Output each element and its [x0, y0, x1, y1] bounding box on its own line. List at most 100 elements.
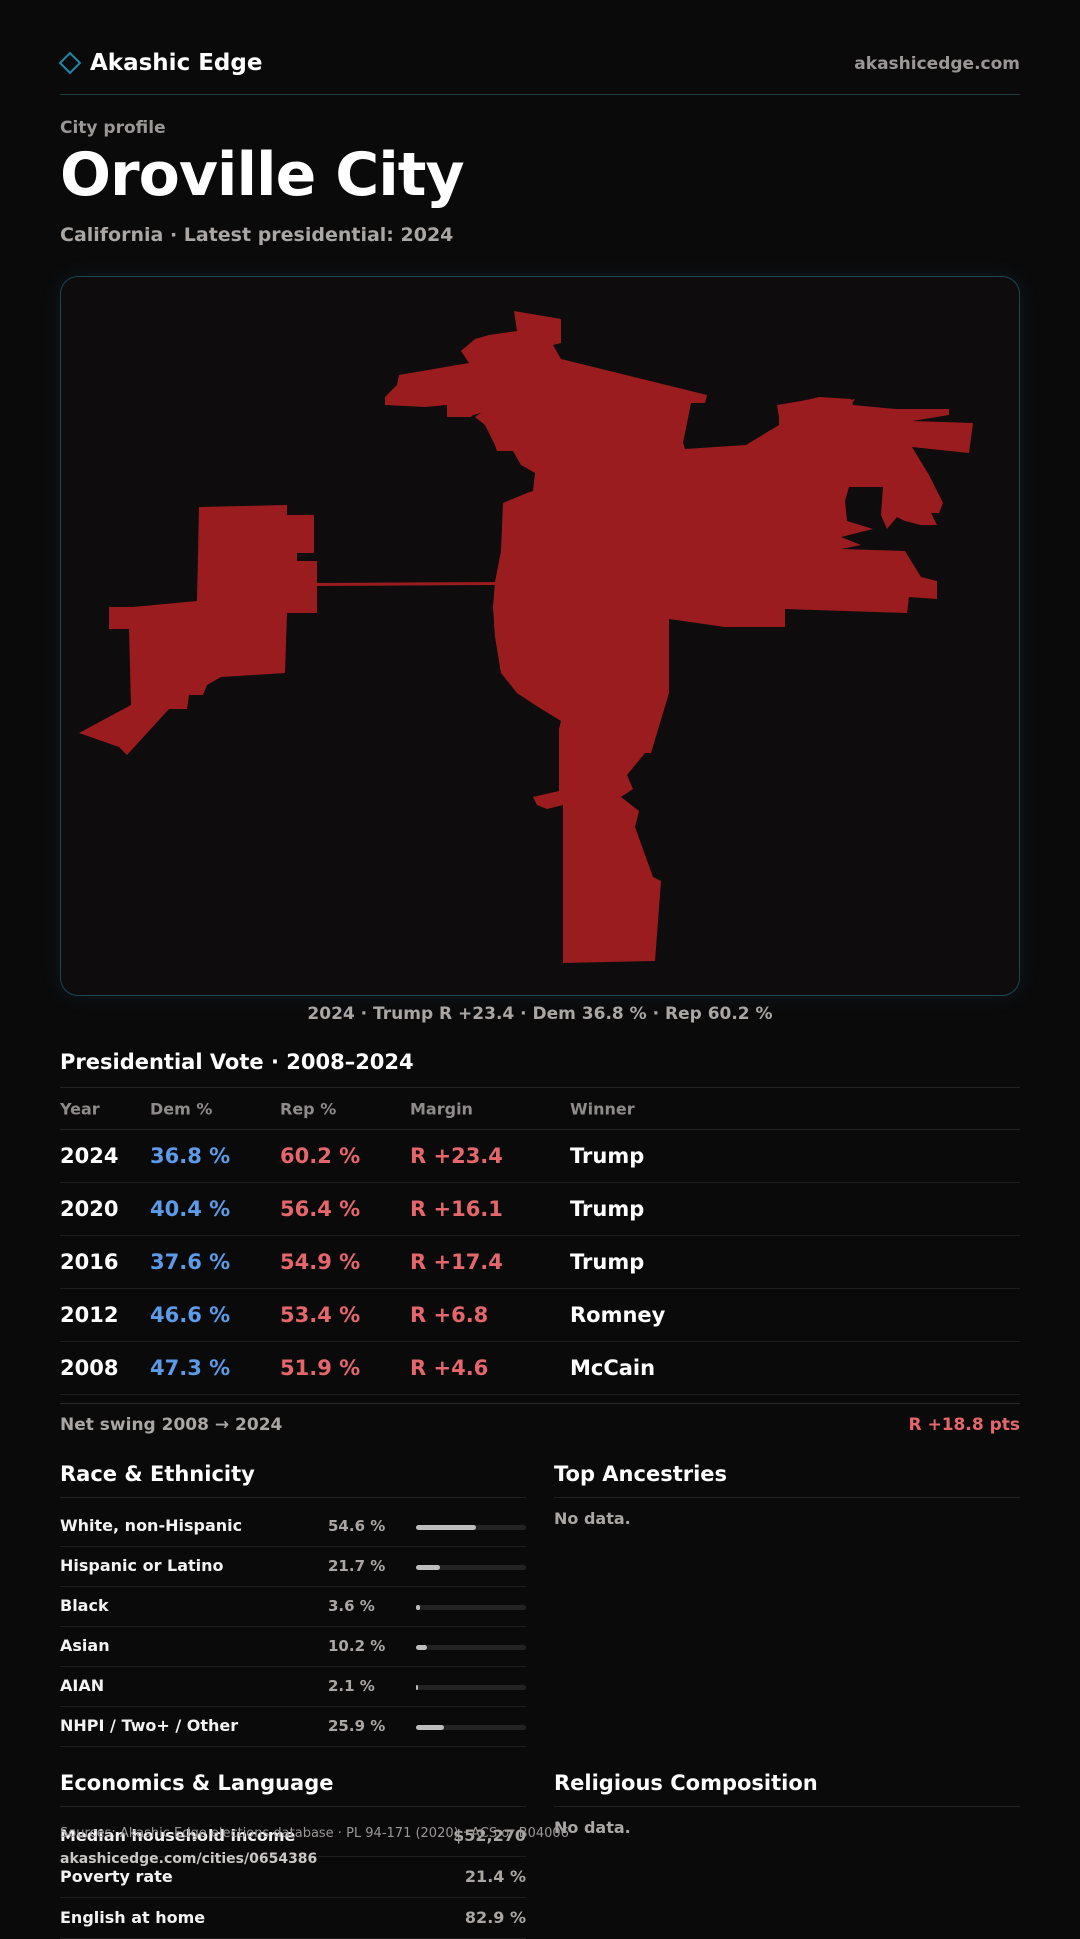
race-percent: 10.2 % — [328, 1637, 386, 1655]
cell-year: 2012 — [60, 1303, 119, 1327]
cell-margin: R +16.1 — [410, 1197, 503, 1221]
city-boundary-shape — [79, 311, 973, 963]
ancestries-section-title: Top Ancestries — [554, 1462, 728, 1486]
cell-dem: 37.6 % — [150, 1250, 231, 1274]
divider — [60, 1806, 526, 1807]
table-header-row: Year Dem % Rep % Margin Winner — [60, 1087, 1020, 1130]
map-caption: 2024 · Trump R +23.4 · Dem 36.8 % · Rep … — [307, 1004, 773, 1024]
divider — [554, 1806, 1020, 1807]
table-row: 2020 40.4 % 56.4 % R +16.1 Trump — [60, 1183, 1020, 1236]
economics-section-title: Economics & Language — [60, 1771, 334, 1795]
race-list: White, non-Hispanic 54.6 % Hispanic or L… — [60, 1507, 526, 1747]
race-row: Asian 10.2 % — [60, 1627, 526, 1667]
cell-margin: R +4.6 — [410, 1356, 489, 1380]
race-section-title: Race & Ethnicity — [60, 1462, 255, 1486]
race-row: Hispanic or Latino 21.7 % — [60, 1547, 526, 1587]
presidential-table: Year Dem % Rep % Margin Winner 2024 36.8… — [60, 1087, 1020, 1395]
net-swing-value: R +18.8 pts — [908, 1415, 1020, 1435]
cell-dem: 47.3 % — [150, 1356, 231, 1380]
race-bar-track — [416, 1685, 526, 1690]
race-bar-track — [416, 1605, 526, 1610]
cell-winner: Trump — [570, 1197, 645, 1221]
race-label: Black — [60, 1596, 109, 1615]
race-label: NHPI / Two+ / Other — [60, 1716, 239, 1735]
city-boundary-map[interactable] — [60, 276, 1020, 996]
column-header-year: Year — [60, 1099, 100, 1118]
economics-label: Poverty rate — [60, 1867, 173, 1886]
cell-rep: 60.2 % — [280, 1144, 361, 1168]
presidential-section-title: Presidential Vote · 2008–2024 — [60, 1050, 414, 1074]
divider — [60, 1497, 526, 1498]
column-header-rep: Rep % — [280, 1099, 337, 1118]
footer-url-link[interactable]: akashicedge.com/cities/0654386 — [60, 1851, 318, 1867]
economics-label: English at home — [60, 1908, 206, 1927]
race-bar-track — [416, 1565, 526, 1570]
economics-row: Median household income $52,270 — [60, 1816, 526, 1857]
economics-label: Median household income — [60, 1826, 296, 1845]
brand[interactable]: Akashic Edge — [58, 50, 263, 76]
race-percent: 54.6 % — [328, 1517, 386, 1535]
page-eyebrow: City profile — [60, 118, 166, 138]
cell-year: 2016 — [60, 1250, 119, 1274]
site-header: Akashic Edge akashicedge.com — [58, 38, 1020, 95]
economics-value: $52,270 — [453, 1826, 526, 1845]
cell-winner: Trump — [570, 1250, 645, 1274]
net-swing-row: Net swing 2008 → 2024 R +18.8 pts — [60, 1403, 1020, 1450]
race-label: White, non-Hispanic — [60, 1516, 243, 1535]
cell-winner: McCain — [570, 1356, 656, 1380]
cell-year: 2020 — [60, 1197, 119, 1221]
race-bar-track — [416, 1725, 526, 1730]
race-row: Black 3.6 % — [60, 1587, 526, 1627]
race-label: Asian — [60, 1636, 110, 1655]
cell-dem: 36.8 % — [150, 1144, 231, 1168]
race-bar-fill — [416, 1565, 440, 1570]
race-percent: 2.1 % — [328, 1677, 375, 1695]
column-header-dem: Dem % — [150, 1099, 213, 1118]
page-subtitle: California · Latest presidential: 2024 — [60, 224, 454, 246]
diamond-logo-icon — [58, 51, 82, 75]
race-bar-fill — [416, 1725, 445, 1730]
page-title: Oroville City — [60, 140, 465, 210]
cell-year: 2008 — [60, 1356, 119, 1380]
cell-rep: 51.9 % — [280, 1356, 361, 1380]
race-percent: 3.6 % — [328, 1597, 375, 1615]
cell-dem: 40.4 % — [150, 1197, 231, 1221]
cell-rep: 53.4 % — [280, 1303, 361, 1327]
race-label: AIAN — [60, 1676, 105, 1695]
race-label: Hispanic or Latino — [60, 1556, 224, 1575]
column-header-winner: Winner — [570, 1099, 635, 1118]
race-row: AIAN 2.1 % — [60, 1667, 526, 1707]
ancestries-empty-state: No data. — [554, 1509, 631, 1528]
divider — [554, 1497, 1020, 1498]
economics-row: Poverty rate 21.4 % — [60, 1857, 526, 1898]
race-bar-fill — [416, 1685, 419, 1690]
race-percent: 25.9 % — [328, 1717, 386, 1735]
cell-rep: 56.4 % — [280, 1197, 361, 1221]
race-bar-fill — [416, 1525, 477, 1530]
race-bar-track — [416, 1525, 526, 1530]
cell-rep: 54.9 % — [280, 1250, 361, 1274]
economics-value: 82.9 % — [464, 1908, 526, 1927]
site-domain-link[interactable]: akashicedge.com — [854, 54, 1020, 74]
brand-name: Akashic Edge — [90, 50, 263, 76]
cell-winner: Trump — [570, 1144, 645, 1168]
column-header-margin: Margin — [410, 1099, 473, 1118]
race-row: NHPI / Two+ / Other 25.9 % — [60, 1707, 526, 1747]
table-row: 2008 47.3 % 51.9 % R +4.6 McCain — [60, 1342, 1020, 1395]
cell-year: 2024 — [60, 1144, 119, 1168]
net-swing-label: Net swing 2008 → 2024 — [60, 1415, 283, 1435]
religion-empty-state: No data. — [554, 1818, 631, 1837]
cell-margin: R +23.4 — [410, 1144, 503, 1168]
footer-sources: Sources: Akashic Edge elections database… — [60, 1826, 569, 1841]
economics-row: English at home 82.9 % — [60, 1898, 526, 1939]
religion-section-title: Religious Composition — [554, 1771, 818, 1795]
table-row: 2012 46.6 % 53.4 % R +6.8 Romney — [60, 1289, 1020, 1342]
economics-value: 21.4 % — [464, 1867, 526, 1886]
race-bar-track — [416, 1645, 526, 1650]
cell-margin: R +17.4 — [410, 1250, 503, 1274]
cell-winner: Romney — [570, 1303, 666, 1327]
cell-margin: R +6.8 — [410, 1303, 489, 1327]
race-bar-fill — [416, 1605, 420, 1610]
race-bar-fill — [416, 1645, 428, 1650]
table-row: 2016 37.6 % 54.9 % R +17.4 Trump — [60, 1236, 1020, 1289]
